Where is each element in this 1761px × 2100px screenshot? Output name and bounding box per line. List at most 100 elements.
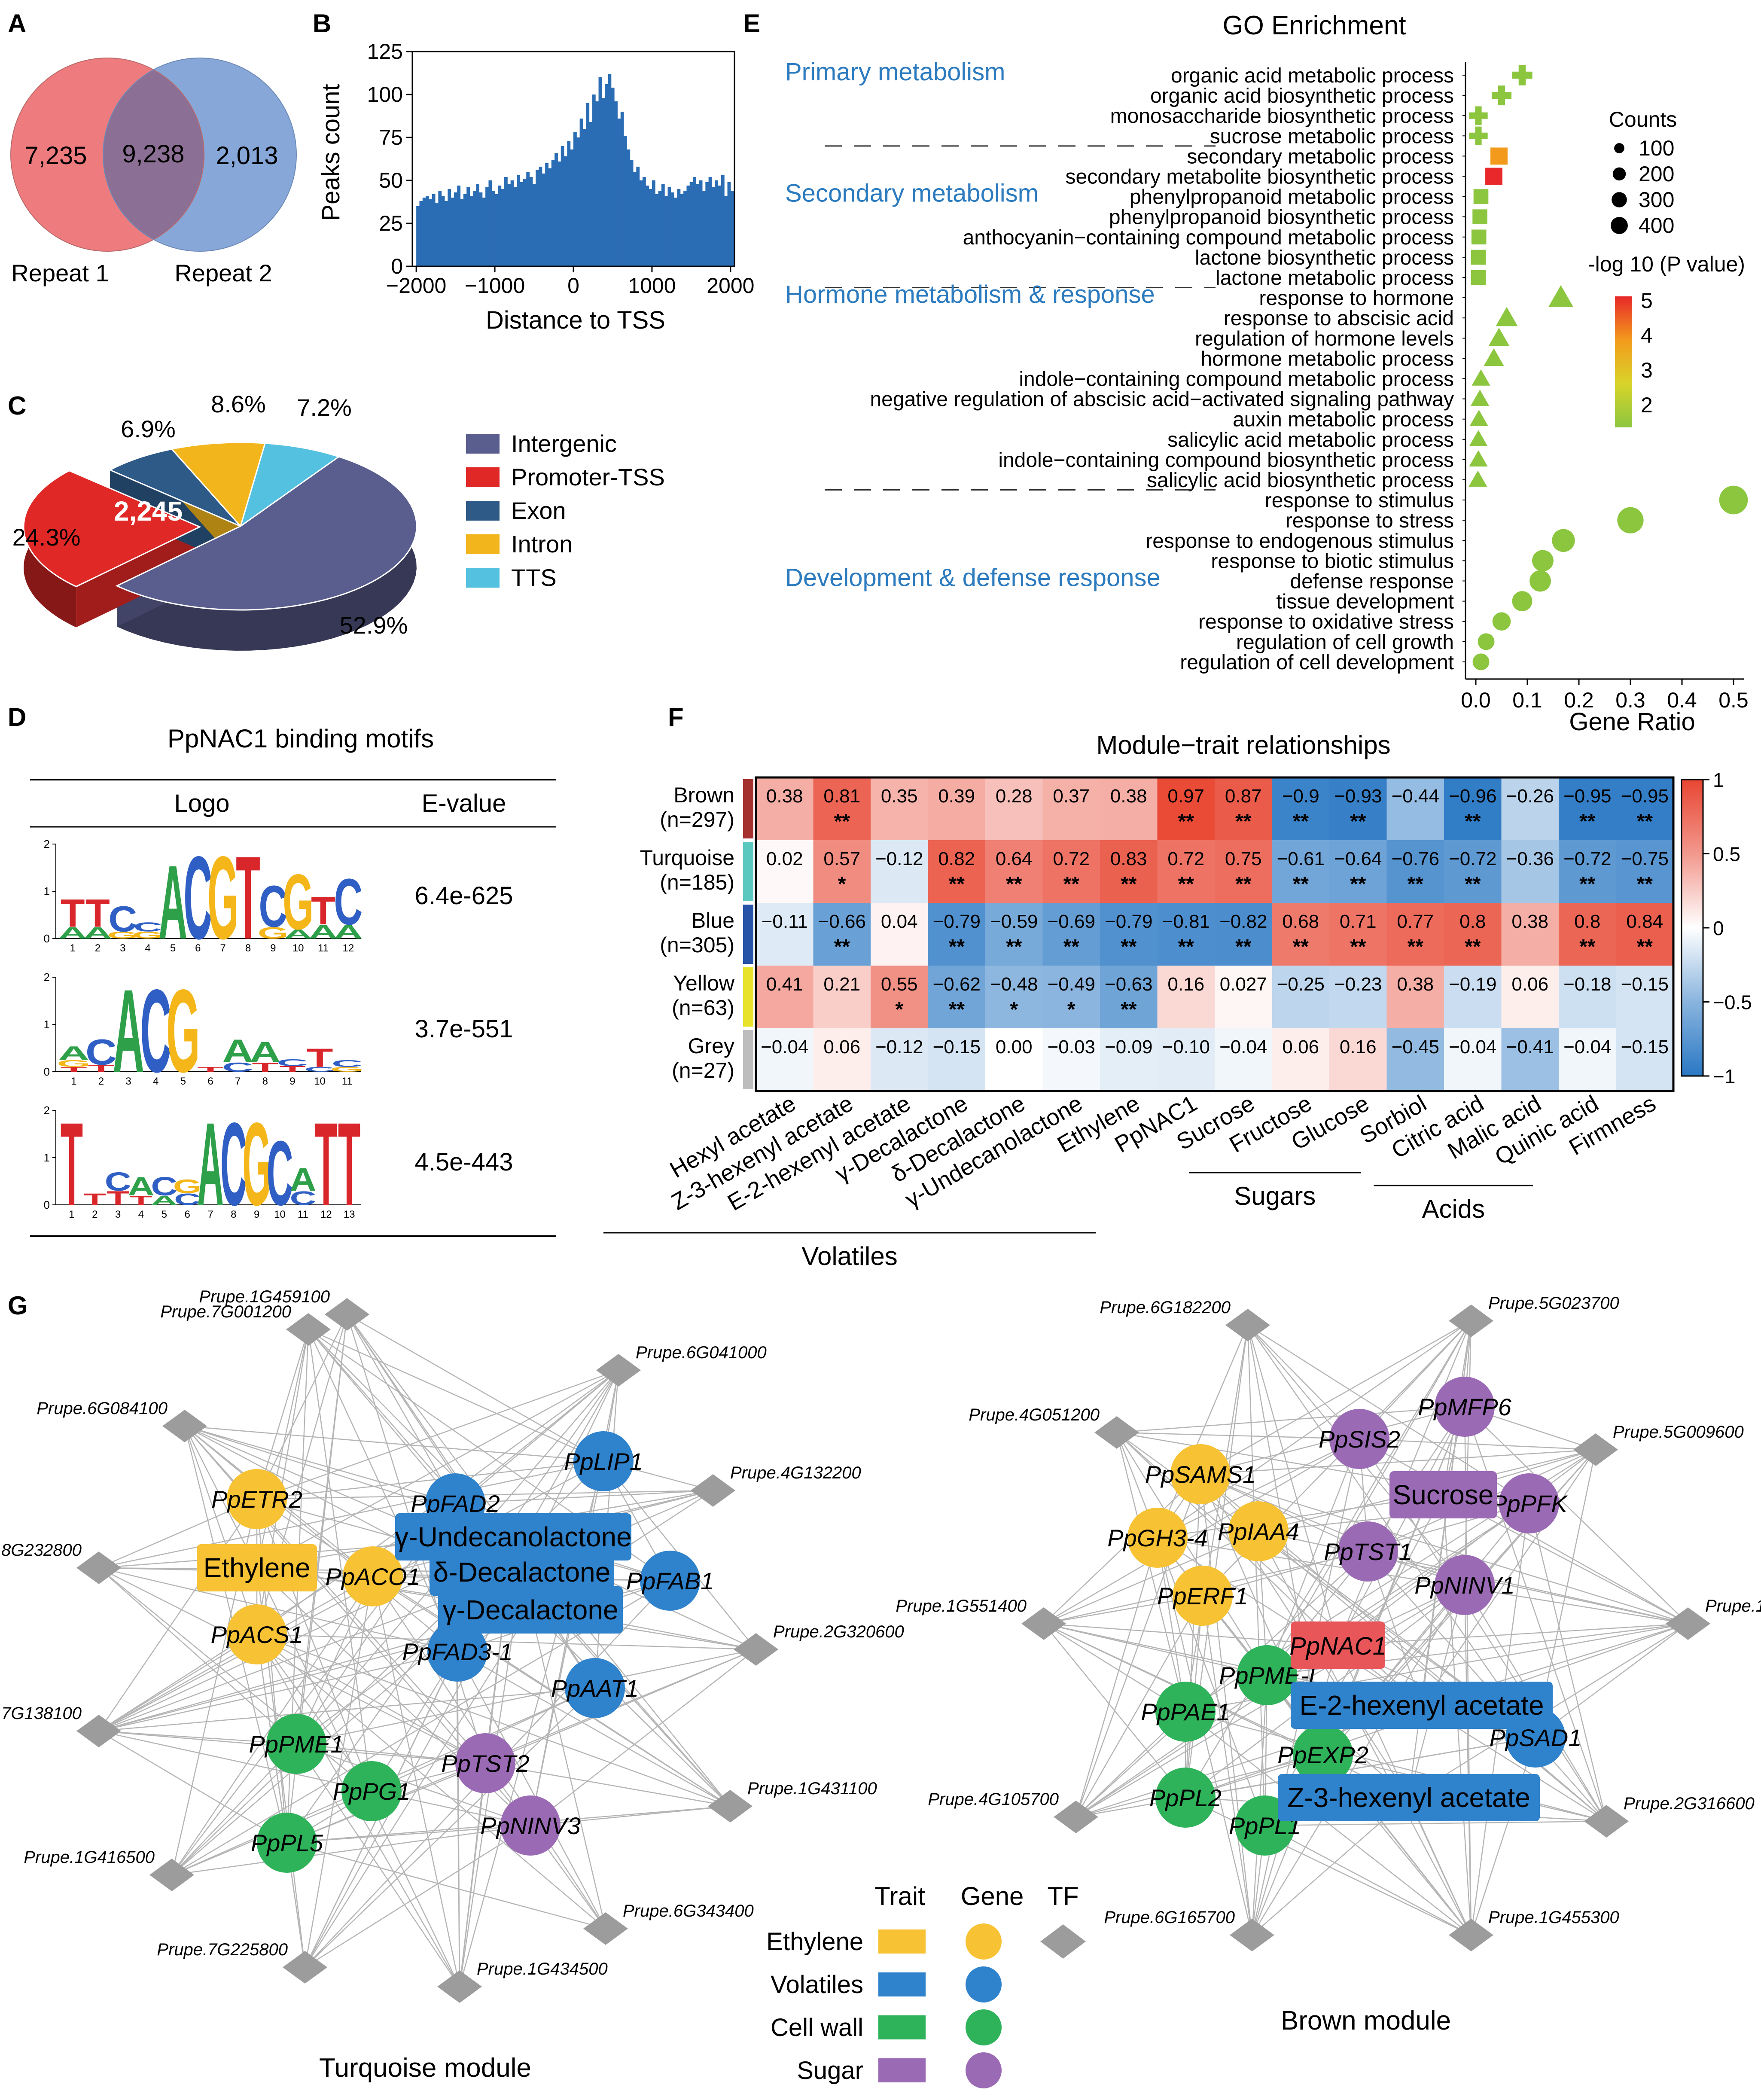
histogram-bar [598,77,602,266]
tf-node [734,1633,778,1666]
go-term-label: indole−containing compound biosynthetic … [998,449,1454,472]
go-group-label: Hormone metabolism & response [785,280,1155,308]
logo-position-label: 6 [195,942,201,954]
histogram-bar [555,153,558,266]
go-marker-plus [1469,106,1488,125]
go-term-label: response to biotic stimulus [1211,550,1454,573]
tf-node-label: Prupe.1G434500 [477,1960,608,1978]
module-color-bar [743,1030,753,1089]
trait-node-label: γ-Decalactone [442,1594,618,1625]
venn-count-only-1: 7,235 [24,142,87,170]
heatmap-cell [1157,840,1215,903]
heatmap-value: 0.8 [1574,911,1600,932]
heatmap-cell [1501,777,1559,841]
histogram-bar [664,196,668,266]
gene-node [1155,1682,1216,1742]
histogram-bars [416,74,734,266]
network-legend: Trait Gene TF Ethylene Volatiles Cell wall Sug… [766,1882,1086,2088]
logo-letter-c: C [332,1058,363,1069]
heatmap-cell [985,1028,1043,1091]
pie-slice-promoter-tss [23,470,201,588]
heatmap-significance: ** [1465,810,1481,833]
network-edge [1157,1537,1253,1935]
network-edge [98,1687,595,1732]
histogram-bar [429,199,433,266]
venn-count-both: 9,238 [122,140,184,168]
y-tick-label: 125 [367,40,403,64]
tf-node [708,1790,753,1823]
go-term-label: lactone biosynthetic process [1195,247,1454,269]
heatmap-value: −0.10 [1162,1036,1210,1058]
gene-node-label: PpEXP2 [1277,1741,1368,1768]
logo-letter-g: G [283,857,314,946]
heatmap-cell [813,777,871,841]
network-edge [256,1369,619,1500]
heatmap-value: 0.64 [996,848,1033,869]
heatmap-cell [1329,1028,1387,1091]
heatmap-significance: ** [1579,936,1596,958]
network-edge [485,1762,731,1807]
trait-node [1291,1621,1385,1669]
heatmap-value: −0.48 [990,974,1038,995]
heatmap-cell [813,903,871,966]
go-title: GO Enrichment [1222,11,1406,40]
histogram-bar [658,191,662,266]
logo-letter-c: C [183,832,212,964]
gene-node-label: PpSIS2 [1319,1426,1400,1453]
network-edge [1043,1474,1201,1624]
network-edge [1247,1325,1266,1826]
heatmap-cell [1386,777,1444,841]
logo-position-label: 8 [231,1209,236,1220]
go-marker-plus [1512,65,1532,85]
gene-node [500,1795,561,1856]
go-marker-triangle [1470,389,1490,406]
histogram-bar [482,198,486,266]
go-marker-circle [1512,591,1532,612]
logo-letter-g: G [107,930,138,941]
gene-node-label: PpPME1 [249,1731,344,1758]
heatmap-cell [871,903,928,966]
go-term-label: monosaccharide biosynthetic process [1110,105,1454,128]
colorbar-tick-label: 0.5 [1713,843,1740,866]
heatmap-cell [756,1028,813,1091]
module-color-bar [743,905,753,964]
legend-label-intergenic: Intergenic [511,430,617,457]
network-edge [98,1730,297,1745]
histogram-bar [561,146,564,266]
histogram-bar [652,180,655,266]
heatmap-value: 0.68 [1282,911,1319,932]
histogram-bar [655,194,659,266]
heatmap-cell [1386,966,1444,1029]
go-marker-square [1471,250,1486,265]
heatmap-cell [871,777,928,841]
histogram-bar [495,194,498,266]
heatmap-cell [985,840,1043,903]
trait-node [197,1544,317,1591]
gene-node-label: PpMFP6 [1418,1393,1512,1420]
pie-legend: Intergenic Promoter-TSS Exon Intron TTS [466,430,665,591]
legend-tf-swatch [1040,1924,1086,1959]
histogram-bar [466,187,470,266]
logo-y-tick-label: 0 [44,1198,50,1211]
logo-position-label: 7 [207,1209,213,1220]
go-term-label: phenylpropanoid metabolic process [1130,186,1454,209]
colorbar-tick-label: −0.5 [1713,991,1752,1014]
logo-letter-t: T [88,1063,115,1074]
heatmap-cell [1100,1028,1158,1091]
logo-letter-g: G [132,930,163,941]
histogram-bar [649,189,652,266]
heatmap-significance: ** [1293,873,1309,896]
histogram-bar [485,187,489,266]
logo-letter-t: T [85,891,110,935]
heatmap-significance: ** [1579,873,1596,896]
histogram-bar [627,149,631,266]
gene-node [341,1761,402,1821]
logo-letter-t: T [236,832,260,964]
network-edge [256,1490,713,1500]
network-edge [98,1499,258,1731]
histogram-bar [416,206,420,266]
heatmap-cell [1100,903,1158,966]
go-term-label: regulation of hormone levels [1195,327,1454,350]
histogram-bar [545,163,548,266]
